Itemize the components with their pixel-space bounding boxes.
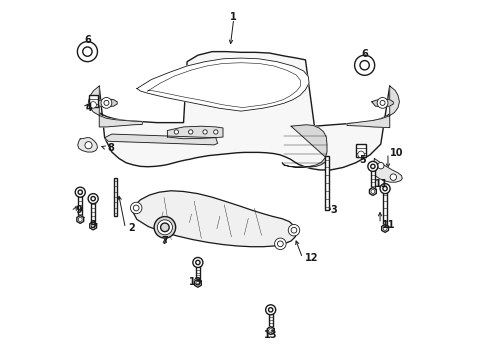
Text: 13: 13 (189, 277, 203, 287)
Circle shape (77, 41, 97, 62)
Circle shape (203, 130, 207, 134)
Polygon shape (137, 58, 308, 111)
Polygon shape (88, 86, 142, 127)
Bar (356, 144, 365, 157)
Circle shape (188, 130, 192, 134)
Circle shape (90, 102, 96, 108)
Polygon shape (78, 138, 97, 152)
Bar (370, 169, 374, 188)
Circle shape (287, 225, 299, 236)
Circle shape (154, 217, 175, 238)
Circle shape (101, 98, 112, 108)
Text: 10: 10 (389, 148, 403, 158)
Text: 7: 7 (161, 236, 168, 246)
Text: 11: 11 (381, 220, 394, 230)
Circle shape (192, 257, 203, 267)
Polygon shape (282, 125, 326, 167)
Bar (88, 95, 98, 107)
Polygon shape (104, 134, 217, 145)
Text: 6: 6 (361, 49, 367, 59)
Circle shape (91, 197, 95, 201)
Circle shape (265, 305, 275, 315)
Circle shape (104, 100, 109, 105)
Polygon shape (381, 225, 387, 232)
Bar (196, 265, 200, 280)
Text: 9: 9 (90, 220, 96, 230)
Circle shape (213, 130, 218, 134)
Circle shape (268, 329, 272, 333)
Text: 9: 9 (75, 206, 82, 216)
Circle shape (157, 220, 172, 235)
Circle shape (85, 141, 92, 149)
Polygon shape (91, 51, 396, 170)
Circle shape (78, 217, 82, 221)
Circle shape (133, 205, 139, 211)
Text: 5: 5 (359, 155, 365, 165)
Circle shape (370, 164, 374, 168)
Circle shape (91, 224, 95, 228)
Text: 13: 13 (264, 330, 277, 340)
Bar (113, 178, 117, 216)
Circle shape (359, 60, 368, 70)
Polygon shape (267, 327, 274, 334)
Circle shape (274, 238, 285, 249)
Circle shape (88, 194, 98, 204)
Circle shape (174, 130, 178, 134)
Circle shape (160, 223, 169, 231)
Circle shape (354, 55, 374, 75)
Circle shape (370, 189, 374, 193)
Polygon shape (131, 191, 296, 247)
Circle shape (357, 151, 364, 158)
Bar (91, 202, 95, 222)
Text: 3: 3 (330, 206, 337, 216)
Bar (268, 313, 272, 327)
Circle shape (82, 47, 92, 56)
Circle shape (376, 98, 387, 108)
Circle shape (75, 187, 85, 197)
Circle shape (277, 241, 283, 247)
Circle shape (379, 184, 389, 194)
Polygon shape (369, 188, 376, 195)
Bar (325, 156, 328, 211)
Text: 2: 2 (128, 224, 134, 233)
Text: 6: 6 (84, 35, 91, 45)
Circle shape (268, 308, 272, 312)
Circle shape (389, 174, 396, 180)
Polygon shape (371, 99, 392, 107)
Text: 11: 11 (375, 179, 388, 189)
Polygon shape (77, 216, 83, 224)
Bar (78, 195, 82, 216)
Circle shape (377, 162, 383, 169)
Text: 4: 4 (86, 103, 93, 113)
Text: 8: 8 (107, 143, 114, 153)
Polygon shape (194, 279, 201, 287)
Circle shape (382, 186, 386, 191)
Polygon shape (346, 86, 399, 128)
Circle shape (290, 227, 296, 233)
Text: 12: 12 (304, 253, 318, 263)
Circle shape (195, 260, 200, 265)
Circle shape (382, 226, 386, 230)
Bar (382, 192, 386, 225)
Circle shape (78, 190, 82, 194)
Text: 1: 1 (230, 12, 237, 22)
Polygon shape (167, 126, 223, 139)
Circle shape (367, 161, 377, 171)
Polygon shape (90, 222, 97, 230)
Circle shape (196, 281, 200, 285)
Circle shape (130, 202, 142, 214)
Polygon shape (96, 99, 117, 107)
Polygon shape (373, 158, 402, 182)
Circle shape (379, 100, 384, 105)
